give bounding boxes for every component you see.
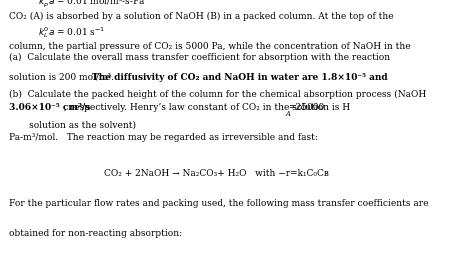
Text: , respectively. Henry’s law constant of CO₂ in the solution is H: , respectively. Henry’s law constant of … [64,103,350,112]
Text: Pa-m³/mol.   The reaction may be regarded as irreversible and fast:: Pa-m³/mol. The reaction may be regarded … [9,133,318,142]
Text: =25000: =25000 [288,103,325,112]
Text: (a)  Calculate the overall mass transfer coefficient for absorption with the rea: (a) Calculate the overall mass transfer … [9,53,390,62]
Text: solution as the solvent): solution as the solvent) [9,120,136,129]
Text: The diffusivity of CO₂ and NaOH in water are 1.8×10⁻⁵ and: The diffusivity of CO₂ and NaOH in water… [91,73,387,82]
Text: For the particular flow rates and packing used, the following mass transfer coef: For the particular flow rates and packin… [9,199,428,208]
Text: $k_{L}^{0}a$ = 0.01 s$^{-1}$: $k_{L}^{0}a$ = 0.01 s$^{-1}$ [38,25,105,40]
Text: column, the partial pressure of CO₂ is 5000 Pa, while the concentration of NaOH : column, the partial pressure of CO₂ is 5… [9,42,410,51]
Text: obtained for non-reacting absorption:: obtained for non-reacting absorption: [9,229,182,238]
Text: 3.06×10⁻⁵ cm²/s: 3.06×10⁻⁵ cm²/s [9,103,90,112]
Text: solution is 200 mol/m³.: solution is 200 mol/m³. [9,73,117,82]
Text: $k_{p}^{0}a$ = 0.01 mol/m³-s-Pa: $k_{p}^{0}a$ = 0.01 mol/m³-s-Pa [38,0,146,10]
Text: A: A [285,110,290,117]
Text: (b)  Calculate the packed height of the column for the chemical absorption proce: (b) Calculate the packed height of the c… [9,90,426,99]
Text: CO₂ + 2NaOH → Na₂CO₃+ H₂O   with −r=k₁C₀Cʙ: CO₂ + 2NaOH → Na₂CO₃+ H₂O with −r=k₁C₀Cʙ [104,169,329,178]
Text: CO₂ (A) is absorbed by a solution of NaOH (B) in a packed column. At the top of : CO₂ (A) is absorbed by a solution of NaO… [9,12,393,21]
